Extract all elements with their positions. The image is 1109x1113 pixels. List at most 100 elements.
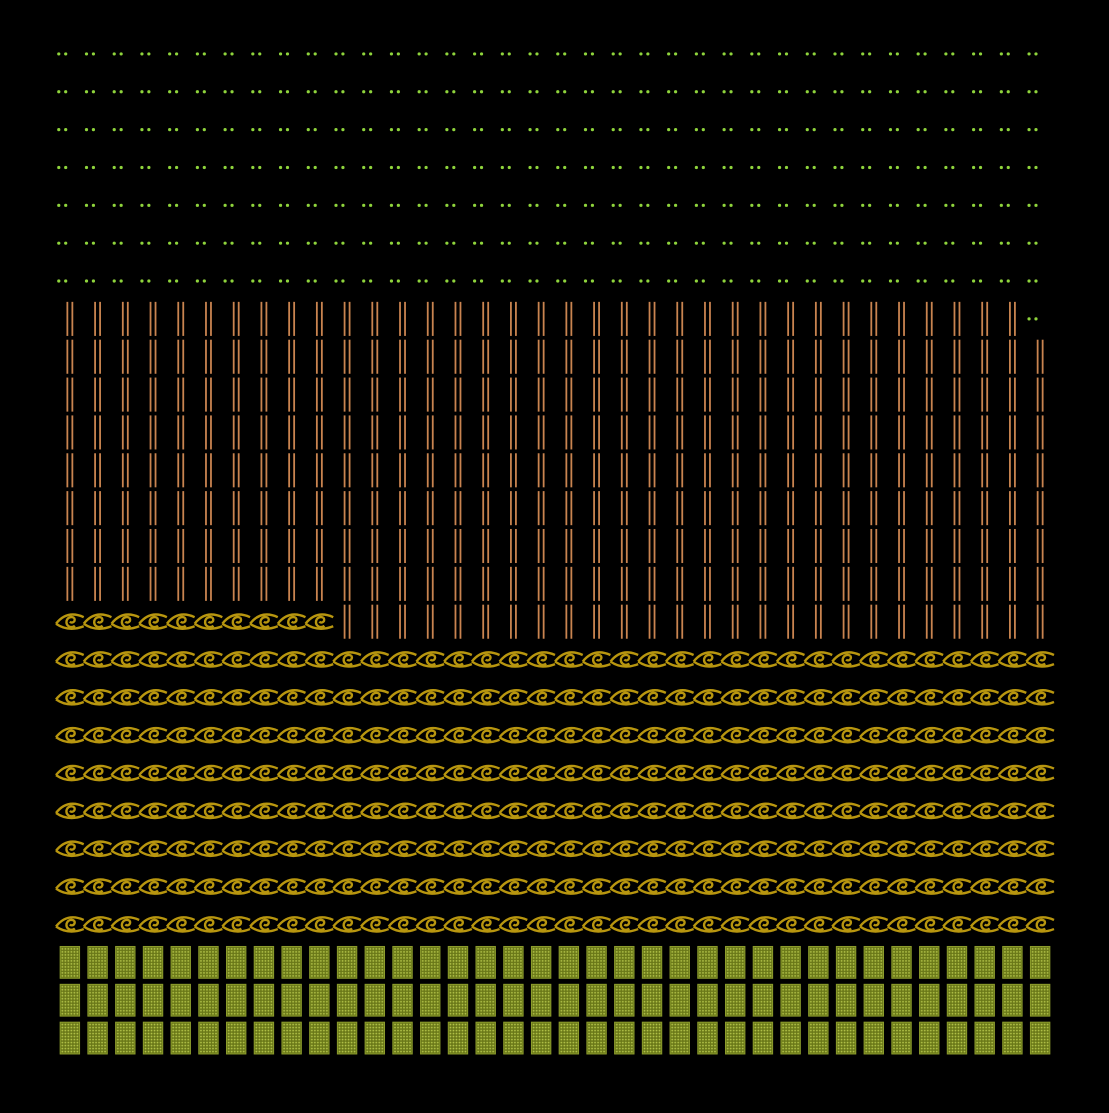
dot-cell bbox=[757, 203, 761, 207]
waffle-cell bbox=[415, 726, 445, 744]
waffle-cell bbox=[112, 90, 123, 94]
waffle-cell bbox=[803, 878, 833, 895]
waffle-cell bbox=[554, 840, 584, 858]
waffle-cell bbox=[803, 764, 833, 782]
swirl-cell bbox=[443, 764, 473, 782]
waffle-cell bbox=[278, 241, 290, 245]
waffle-cell bbox=[443, 726, 473, 744]
waffle-cell bbox=[94, 453, 101, 488]
dot-cell bbox=[972, 52, 976, 56]
dot-cell bbox=[91, 279, 96, 283]
waffle-cell bbox=[898, 528, 905, 564]
dot-cell bbox=[611, 128, 615, 132]
waffle-cell bbox=[972, 241, 983, 245]
dot-cell bbox=[1006, 279, 1010, 283]
swirl-cell bbox=[332, 651, 362, 668]
waffle-cell bbox=[278, 128, 290, 132]
waffle-cell bbox=[362, 90, 373, 94]
swirl-cell bbox=[110, 613, 140, 630]
waffle-cell bbox=[364, 1021, 386, 1055]
waffle-cell bbox=[195, 128, 206, 132]
dot-cell bbox=[833, 52, 837, 56]
waffle-cell bbox=[371, 604, 379, 639]
swirl-cell bbox=[193, 726, 223, 744]
dot-cell bbox=[119, 52, 123, 56]
waffle-cell bbox=[475, 983, 496, 1017]
dot-cell bbox=[923, 165, 927, 170]
waffle-cell bbox=[888, 203, 899, 207]
waffle-cell bbox=[842, 415, 850, 450]
dot-cell bbox=[417, 90, 421, 94]
waffle-cell bbox=[583, 90, 595, 94]
dot-cell bbox=[57, 128, 61, 132]
waffle-cell bbox=[223, 241, 234, 245]
waffle-cell bbox=[1036, 491, 1044, 526]
swirl-cell bbox=[859, 878, 889, 895]
swirl-cell bbox=[942, 802, 972, 820]
waffle-cell bbox=[637, 878, 667, 895]
waffle-cell bbox=[260, 339, 268, 374]
dot-cell bbox=[396, 165, 400, 170]
waffle-cell bbox=[731, 453, 739, 488]
dot-cell bbox=[777, 241, 782, 245]
waffle-cell bbox=[426, 528, 434, 564]
swirl-cell bbox=[387, 916, 417, 933]
waffle-cell bbox=[55, 651, 85, 668]
waffle-cell bbox=[1025, 878, 1055, 895]
dot-cell bbox=[57, 165, 61, 170]
waffle-cell bbox=[870, 566, 878, 601]
waffle-cell bbox=[426, 491, 434, 526]
dot-cell bbox=[1006, 52, 1010, 56]
swirl-cell bbox=[387, 726, 417, 744]
swirl-cell bbox=[415, 689, 445, 706]
waffle-cell bbox=[667, 52, 678, 56]
waffle-cell bbox=[500, 279, 511, 283]
dot-cell bbox=[473, 128, 477, 132]
waffle-cell bbox=[775, 764, 805, 782]
swirl-cell bbox=[498, 689, 528, 706]
waffle-cell bbox=[443, 651, 473, 668]
mesh-cell bbox=[697, 1021, 718, 1055]
swirl-cell bbox=[470, 689, 501, 706]
waffle-cell bbox=[304, 651, 334, 668]
waffle-cell bbox=[223, 279, 234, 283]
waffle-cell bbox=[389, 52, 400, 56]
waffle-cell bbox=[138, 802, 168, 820]
swirl-cell bbox=[165, 878, 196, 895]
waffle-cell bbox=[942, 651, 972, 668]
dot-cell bbox=[341, 165, 345, 170]
waffle-cell bbox=[861, 203, 872, 207]
dot-cell bbox=[1027, 241, 1031, 245]
waffle-cell bbox=[332, 726, 362, 744]
waffle-cell bbox=[787, 453, 795, 488]
waffle-cell bbox=[1009, 604, 1016, 639]
waffle-cell bbox=[609, 764, 639, 782]
dot-cell bbox=[452, 279, 456, 283]
waffle-cell bbox=[276, 613, 306, 630]
dot-cell bbox=[362, 90, 366, 94]
waffle-cell bbox=[55, 726, 85, 744]
waffle-cell bbox=[720, 916, 750, 933]
waffle-cell bbox=[581, 726, 611, 744]
waffle-cell bbox=[306, 52, 317, 56]
waffle-cell bbox=[94, 528, 101, 564]
waffle-cell bbox=[110, 613, 140, 630]
dot-cell bbox=[812, 279, 816, 283]
waffle-cell bbox=[110, 764, 140, 782]
waffle-cell bbox=[944, 279, 955, 283]
swirl-cell bbox=[831, 726, 861, 744]
waffle-cell bbox=[84, 90, 96, 94]
dot-cell bbox=[140, 279, 144, 283]
waffle-cell bbox=[387, 764, 417, 782]
waffle-cell bbox=[288, 491, 296, 526]
waffle-cell bbox=[611, 165, 622, 170]
swirl-cell bbox=[831, 651, 861, 668]
waffle-cell bbox=[223, 165, 234, 170]
dot-cell bbox=[313, 241, 317, 245]
mesh-cell bbox=[558, 983, 580, 1017]
waffle-cell bbox=[805, 279, 816, 283]
dot-cell bbox=[646, 279, 650, 283]
waffle-cell bbox=[232, 301, 240, 336]
waffle-cell bbox=[526, 689, 556, 706]
waffle-cell bbox=[304, 689, 334, 706]
